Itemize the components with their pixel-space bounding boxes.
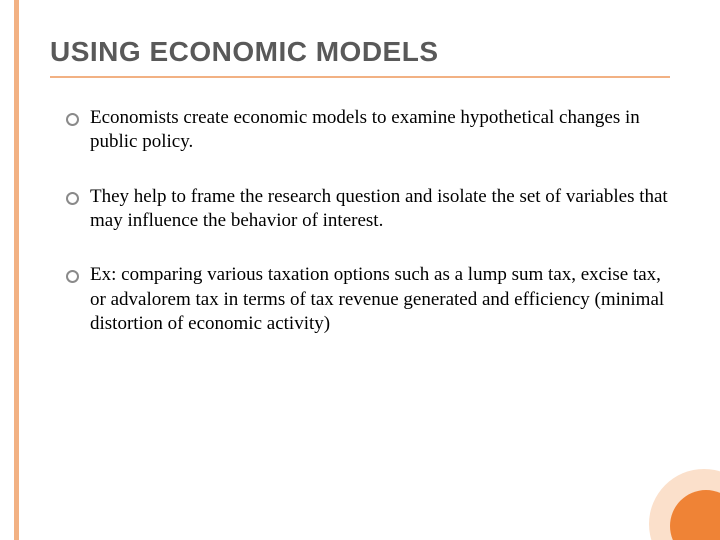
list-item: Ex: comparing various taxation options s… — [66, 263, 670, 336]
list-item: They help to frame the research question… — [66, 185, 670, 234]
bullet-text: Ex: comparing various taxation options s… — [90, 264, 664, 334]
list-item: Economists create economic models to exa… — [66, 106, 670, 155]
left-accent-border — [14, 0, 19, 540]
slide-container: USING ECONOMIC MODELS Economists create … — [0, 0, 720, 540]
bullet-list: Economists create economic models to exa… — [50, 106, 670, 336]
title-underline — [50, 76, 670, 78]
corner-decoration — [600, 420, 720, 540]
bullet-text: Economists create economic models to exa… — [90, 107, 640, 152]
slide-title: USING ECONOMIC MODELS — [50, 36, 670, 68]
bullet-text: They help to frame the research question… — [90, 186, 668, 231]
